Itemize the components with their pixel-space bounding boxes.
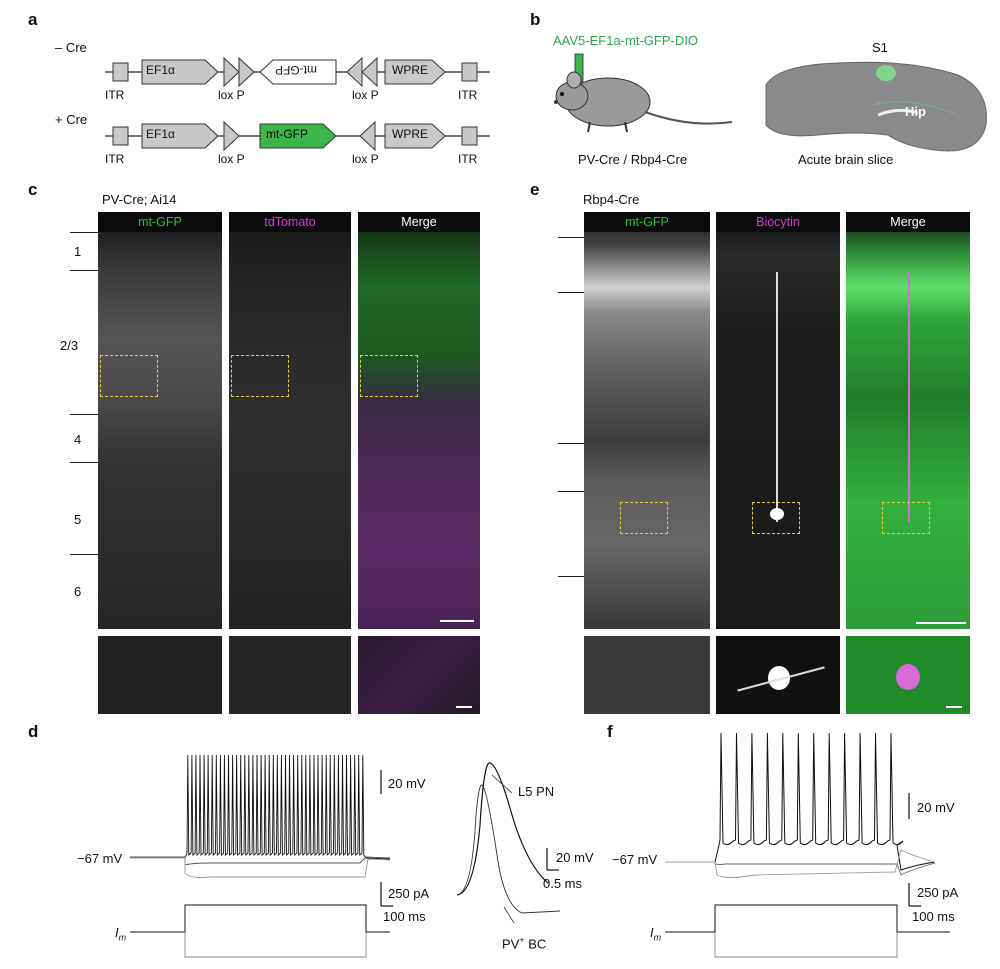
trace-d-voltage xyxy=(130,754,390,878)
channel-header-c-mtgfp: mt-GFP xyxy=(98,212,222,232)
itr-label-top-left: ITR xyxy=(105,88,125,102)
d-scale-current: 250 pA xyxy=(388,886,430,901)
mouse-illustration xyxy=(554,53,733,133)
plus-cre-label: + Cre xyxy=(55,112,88,127)
construct-diagram xyxy=(105,56,490,152)
virus-label: AAV5-EF1a-mt-GFP-DIO xyxy=(553,33,698,48)
brain-slice-image xyxy=(765,61,987,152)
d-scale-voltage: 20 mV xyxy=(388,776,426,791)
loxp-label-bottom-1: lox P xyxy=(218,152,245,166)
layer-23-label: 2/3 xyxy=(60,338,79,353)
micrograph-c-tdtomato: tdTomato xyxy=(229,212,351,629)
micrograph-e-biocytin: Biocytin xyxy=(716,212,840,629)
inset-c-merge xyxy=(358,636,480,714)
d-vrest-label: −67 mV xyxy=(77,851,123,866)
mtgfp-label: mt-GFP xyxy=(266,127,308,141)
f-im-label: Im xyxy=(650,925,662,943)
f-vrest-label: −67 mV xyxy=(612,852,658,867)
d-inset-scale-voltage: 20 mV xyxy=(556,850,594,865)
panel-label-f: f xyxy=(607,722,613,741)
wpre-label-bottom: WPRE xyxy=(392,127,428,141)
f-scale-time: 100 ms xyxy=(912,909,955,924)
channel-header-e-biocytin: Biocytin xyxy=(716,212,840,232)
itr-label-bottom-left: ITR xyxy=(105,152,125,166)
channel-header-e-merge: Merge xyxy=(846,212,970,232)
layer-1-label: 1 xyxy=(74,244,82,259)
d-scalebars xyxy=(380,770,393,907)
panel-label-e: e xyxy=(530,180,540,199)
d-pvbc-label: PV+ BC xyxy=(502,935,547,952)
channel-header-c-tdtomato: tdTomato xyxy=(229,212,351,232)
micrograph-c-merge: Merge xyxy=(358,212,480,629)
loxp-label-top-2: lox P xyxy=(352,88,379,102)
f-scale-voltage: 20 mV xyxy=(917,800,955,815)
minus-cre-label: – Cre xyxy=(55,40,87,55)
inset-e-mtgfp xyxy=(584,636,710,714)
channel-header-e-mtgfp: mt-GFP xyxy=(584,212,710,232)
inset-c-tdtomato xyxy=(229,636,351,714)
s1-label: S1 xyxy=(872,40,888,55)
ef1a-label-bottom: EF1α xyxy=(146,127,175,141)
layer-5-label: 5 xyxy=(74,512,82,527)
d-inset-scale-time: 0.5 ms xyxy=(543,876,583,891)
ef1a-label-top: EF1α xyxy=(146,63,175,77)
itr-label-bottom-right: ITR xyxy=(458,152,478,166)
inset-e-biocytin xyxy=(716,636,840,714)
micrograph-e-merge: Merge xyxy=(846,212,970,629)
micrograph-e-mtgfp: mt-GFP xyxy=(584,212,710,629)
mouse-caption: PV-Cre / Rbp4-Cre xyxy=(578,152,688,167)
panel-e-title: Rbp4-Cre xyxy=(583,192,640,207)
loxp-label-top-1: lox P xyxy=(218,88,245,102)
d-inset-scalebar xyxy=(546,848,559,871)
wpre-label-top: WPRE xyxy=(392,63,428,77)
ap-comparison-inset xyxy=(456,762,561,924)
trace-f-voltage xyxy=(665,732,936,878)
itr-label-top-right: ITR xyxy=(458,88,478,102)
panel-label-b: b xyxy=(530,10,541,29)
slice-caption: Acute brain slice xyxy=(798,152,894,167)
f-scalebars xyxy=(908,793,921,907)
f-scale-current: 250 pA xyxy=(917,885,959,900)
panel-label-a: a xyxy=(28,10,38,29)
panel-label-d: d xyxy=(28,722,39,741)
inset-e-merge xyxy=(846,636,970,714)
loxp-label-bottom-2: lox P xyxy=(352,152,379,166)
d-l5pn-label: L5 PN xyxy=(518,784,555,799)
trace-d-current xyxy=(130,904,390,958)
layer-6-label: 6 xyxy=(74,584,82,599)
panel-label-c: c xyxy=(28,180,38,199)
trace-f-current xyxy=(665,904,950,958)
channel-header-c-merge: Merge xyxy=(358,212,480,232)
hip-label: Hip xyxy=(905,104,926,119)
micrograph-c-mtgfp: mt-GFP xyxy=(98,212,222,629)
panel-c-title: PV-Cre; Ai14 xyxy=(102,192,177,207)
layer-4-label: 4 xyxy=(74,432,82,447)
inset-c-mtgfp xyxy=(98,636,222,714)
mtgfp-label-inverted: mt-GFP xyxy=(275,63,317,77)
d-im-label: Im xyxy=(115,925,127,943)
d-scale-time: 100 ms xyxy=(383,909,426,924)
